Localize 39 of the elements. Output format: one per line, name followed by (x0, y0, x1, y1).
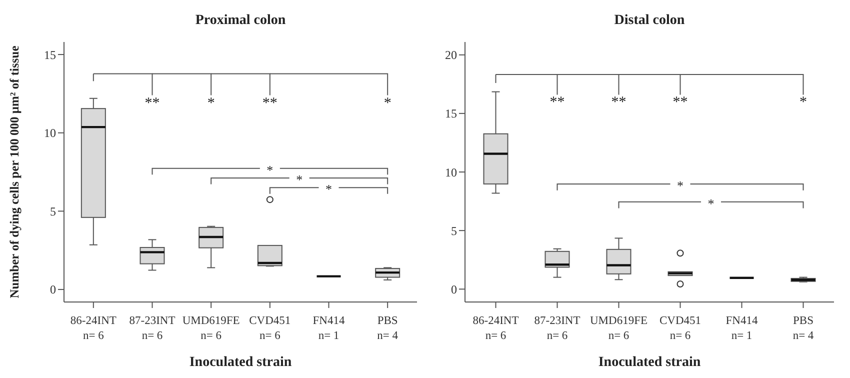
y-tick-label: 10 (44, 126, 56, 140)
y-tick-label: 20 (445, 48, 457, 62)
annotation: * (384, 95, 392, 112)
x-tick-label: CVD451 n= 6 (249, 315, 291, 342)
annotation: * (266, 162, 274, 178)
y-tick-label: 0 (451, 282, 457, 296)
y-tick-label: 5 (50, 204, 56, 218)
annotation: * (800, 94, 807, 111)
y-tick-label: 0 (50, 282, 56, 297)
y-tick-label: 15 (44, 48, 56, 62)
annotation: ** (144, 95, 160, 112)
x-tick-label: 86-24INT n= 6 (472, 315, 519, 342)
annotation: ** (550, 94, 565, 111)
x-tick-label: FN414 n= 1 (312, 315, 345, 342)
x-tick-label: CVD451 n= 6 (659, 315, 702, 342)
annotation: * (296, 172, 303, 187)
x-tick-label: FN414 n= 1 (726, 315, 758, 342)
x-tick-label: UMD619FE n= 6 (590, 315, 648, 342)
chart-title: Distal colon (614, 13, 685, 28)
x-tick-label: 87-23INT n= 6 (534, 315, 580, 342)
y-tick-label: 10 (445, 165, 457, 180)
x-tick-label: PBS n= 4 (377, 315, 398, 342)
x-axis-title: Inoculated strain (598, 355, 701, 370)
annotation: ** (611, 94, 626, 111)
annotation: ** (262, 95, 278, 112)
annotation: * (708, 196, 714, 211)
x-tick-label: PBS n= 4 (792, 315, 814, 342)
x-tick-label: 86-24INT n= 6 (70, 315, 116, 342)
y-tick-label: 5 (451, 224, 457, 238)
x-tick-label: 87-23INT n= 6 (129, 315, 176, 342)
x-tick-label: UMD619FE n= 6 (182, 315, 240, 342)
annotation: * (677, 178, 684, 193)
x-axis-title: Inoculated strain (189, 355, 292, 370)
annotation: ** (672, 94, 688, 111)
annotation: * (326, 182, 332, 197)
y-tick-label: 15 (445, 106, 457, 121)
y-axis-title: Number of dying cells per 100 000 µm² of tissue (7, 45, 22, 298)
annotation: * (207, 95, 215, 112)
chart-title: Proximal colon (195, 13, 286, 28)
